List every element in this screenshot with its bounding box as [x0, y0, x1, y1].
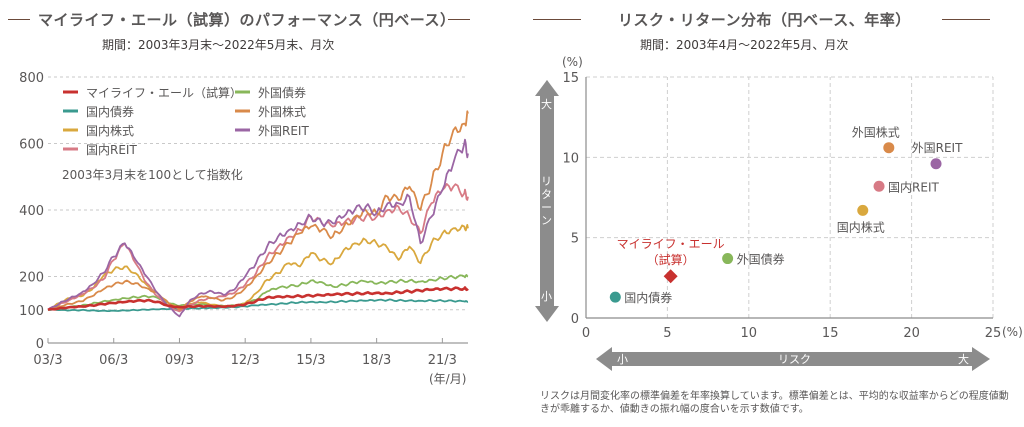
point-label: 外国REIT: [912, 141, 963, 155]
y-tick-label: 600: [19, 138, 44, 153]
scatter-point: 外国株式: [852, 125, 900, 154]
risk-arrow: 小 リスク 大: [596, 347, 990, 371]
right-chart-period: 期間：2003年4月〜2022年5月、月次: [640, 38, 849, 52]
circle-marker: [722, 253, 734, 265]
y-tick-label: 5: [571, 232, 579, 247]
legend-label: マイライフ・エール（試算）: [86, 85, 242, 100]
circle-marker: [873, 180, 885, 192]
left-chart-period: 期間：2003年3月末〜2022年5月末、月次: [102, 38, 335, 52]
scatter-point: 国内株式: [837, 204, 885, 234]
circle-marker: [857, 204, 869, 216]
title-rule-right-2: [942, 19, 990, 20]
x-tick-label: 10: [741, 326, 758, 341]
diamond-marker: [663, 269, 678, 284]
return-arrow-head-up: [535, 80, 559, 96]
point-label: マイライフ・エール: [617, 237, 725, 251]
grid: [586, 76, 994, 318]
grid: [48, 76, 468, 311]
y-axis-unit: (%): [562, 55, 583, 69]
x-tick-label: 09/3: [165, 353, 194, 368]
scatter-point: 外国REIT: [912, 141, 963, 170]
legend-label: 国内債券: [86, 104, 134, 119]
return-arrow-char: リ: [541, 175, 552, 188]
scatter-point: 国内REIT: [873, 180, 939, 194]
return-arrow: 大 小 リターン: [535, 80, 559, 322]
legend-label: 外国REIT: [258, 124, 309, 138]
risk-footnote: リスクは月間変化率の標準偏差を年率換算しています。標準偏差とは、平均的な収益率か…: [540, 391, 1009, 415]
risk-return-scatter-chart: 0 5 10 15 0 5 10 15 20 25 大 小 リターン 小 リスク 大 マイライフ・…: [535, 55, 1023, 371]
y-tick-label: 0: [36, 337, 44, 352]
point-label: 国内株式: [837, 219, 885, 234]
y-tick-label: 0: [571, 312, 579, 327]
title-rule-right: [448, 19, 470, 20]
circle-marker: [609, 291, 621, 303]
scatter-point: 外国債券: [722, 252, 785, 267]
return-arrow-char: ー: [541, 201, 552, 214]
point-label: 国内債券: [624, 290, 672, 305]
y-tick-label: 100: [19, 304, 44, 319]
risk-arrow-head-left: [596, 347, 612, 371]
legend-label: 国内REIT: [86, 143, 137, 157]
series-line: [47, 224, 469, 311]
left-chart-title: マイライフ・エール（試算）のパフォーマンス（円ベース）: [38, 11, 456, 29]
series-line: [47, 138, 469, 318]
legend-label: 国内株式: [86, 123, 134, 138]
y-tick-label: 15: [562, 71, 579, 86]
title-rule-left-2: [533, 19, 581, 20]
performance-line-chart: 0 100 200 400 600 800 03/3 06/3 09/3 12/3 15/3 18/3…: [19, 71, 469, 386]
x-tick-label: 21/3: [428, 353, 457, 368]
scatter-point: マイライフ・エール（試算）: [617, 237, 725, 284]
x-axis-unit: (年/月): [429, 372, 466, 386]
risk-arrow-low: 小: [617, 353, 628, 366]
x-tick-label: 15/3: [296, 353, 325, 368]
return-arrow-low: 小: [541, 290, 552, 303]
series-line: [47, 110, 469, 311]
x-tick-label: 20: [903, 326, 920, 341]
series-lines: [47, 110, 469, 318]
x-tick-label: 18/3: [362, 353, 391, 368]
return-arrow-high: 大: [541, 97, 552, 111]
return-arrow-head-down: [535, 306, 559, 322]
return-arrow-char: タ: [541, 188, 552, 201]
x-tick-label: 15: [822, 326, 839, 341]
x-tick-label: 12/3: [231, 353, 260, 368]
point-label: （試算）: [647, 252, 695, 267]
circle-marker: [883, 142, 895, 154]
x-axis-unit: (%): [1002, 325, 1023, 339]
x-tick-label: 03/3: [33, 353, 62, 368]
axis-arrows: 大 小 リターン 小 リスク 大: [535, 80, 990, 371]
x-tick-label: 25: [985, 326, 1002, 341]
y-tick-label: 400: [19, 204, 44, 219]
x-tick-label: 06/3: [99, 353, 128, 368]
axes: 0 5 10 15 0 5 10 15 20 25: [562, 71, 1001, 341]
axes: 0 100 200 400 600 800 03/3 06/3 09/3 12/3 15/3 18/3…: [19, 71, 468, 368]
point-label: 外国債券: [737, 252, 785, 267]
index-note: 2003年3月末を100として指数化: [62, 167, 243, 182]
circle-marker: [930, 158, 942, 170]
point-label: 国内REIT: [888, 180, 939, 194]
risk-arrow-head-right: [972, 347, 990, 371]
return-arrow-char: ン: [541, 214, 552, 227]
legend-label: 外国株式: [258, 104, 306, 119]
x-tick-label: 0: [582, 326, 590, 341]
scatter-points: マイライフ・エール（試算） 国内債券 外国債券 国内株式 国内REIT 外国株式外国REI…: [609, 125, 963, 305]
scatter-point: 国内債券: [609, 290, 672, 305]
series-line: [47, 274, 469, 311]
legend-label: 外国債券: [258, 85, 306, 100]
series-line: [47, 298, 469, 312]
risk-arrow-high: 大: [958, 352, 969, 366]
y-tick-label: 800: [19, 71, 44, 86]
return-arrow-shaft: [540, 94, 554, 308]
x-tick-label: 5: [663, 326, 671, 341]
point-label: 外国株式: [852, 125, 900, 140]
series-line: [47, 286, 469, 311]
risk-arrow-shaft: [610, 352, 974, 366]
risk-arrow-label: リスク: [778, 353, 811, 366]
y-tick-label: 200: [19, 271, 44, 286]
y-tick-label: 10: [562, 151, 579, 166]
title-rule-left: [8, 19, 30, 20]
right-chart-title: リスク・リターン分布（円ベース、年率）: [618, 11, 911, 29]
